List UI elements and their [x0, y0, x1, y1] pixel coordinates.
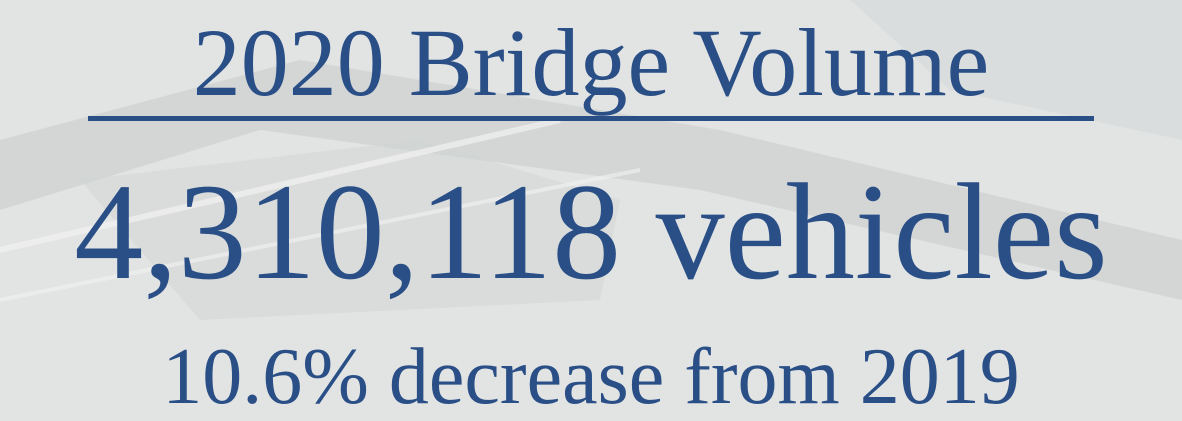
shore	[850, 0, 1182, 140]
title-underline	[88, 116, 1094, 121]
subline: 10.6% decrease from 2019	[162, 333, 1020, 421]
headline: 4,310,118 vehicles	[74, 155, 1108, 308]
road-line	[0, 117, 561, 253]
road-line	[0, 168, 641, 302]
title: 2020 Bridge Volume	[192, 9, 990, 116]
